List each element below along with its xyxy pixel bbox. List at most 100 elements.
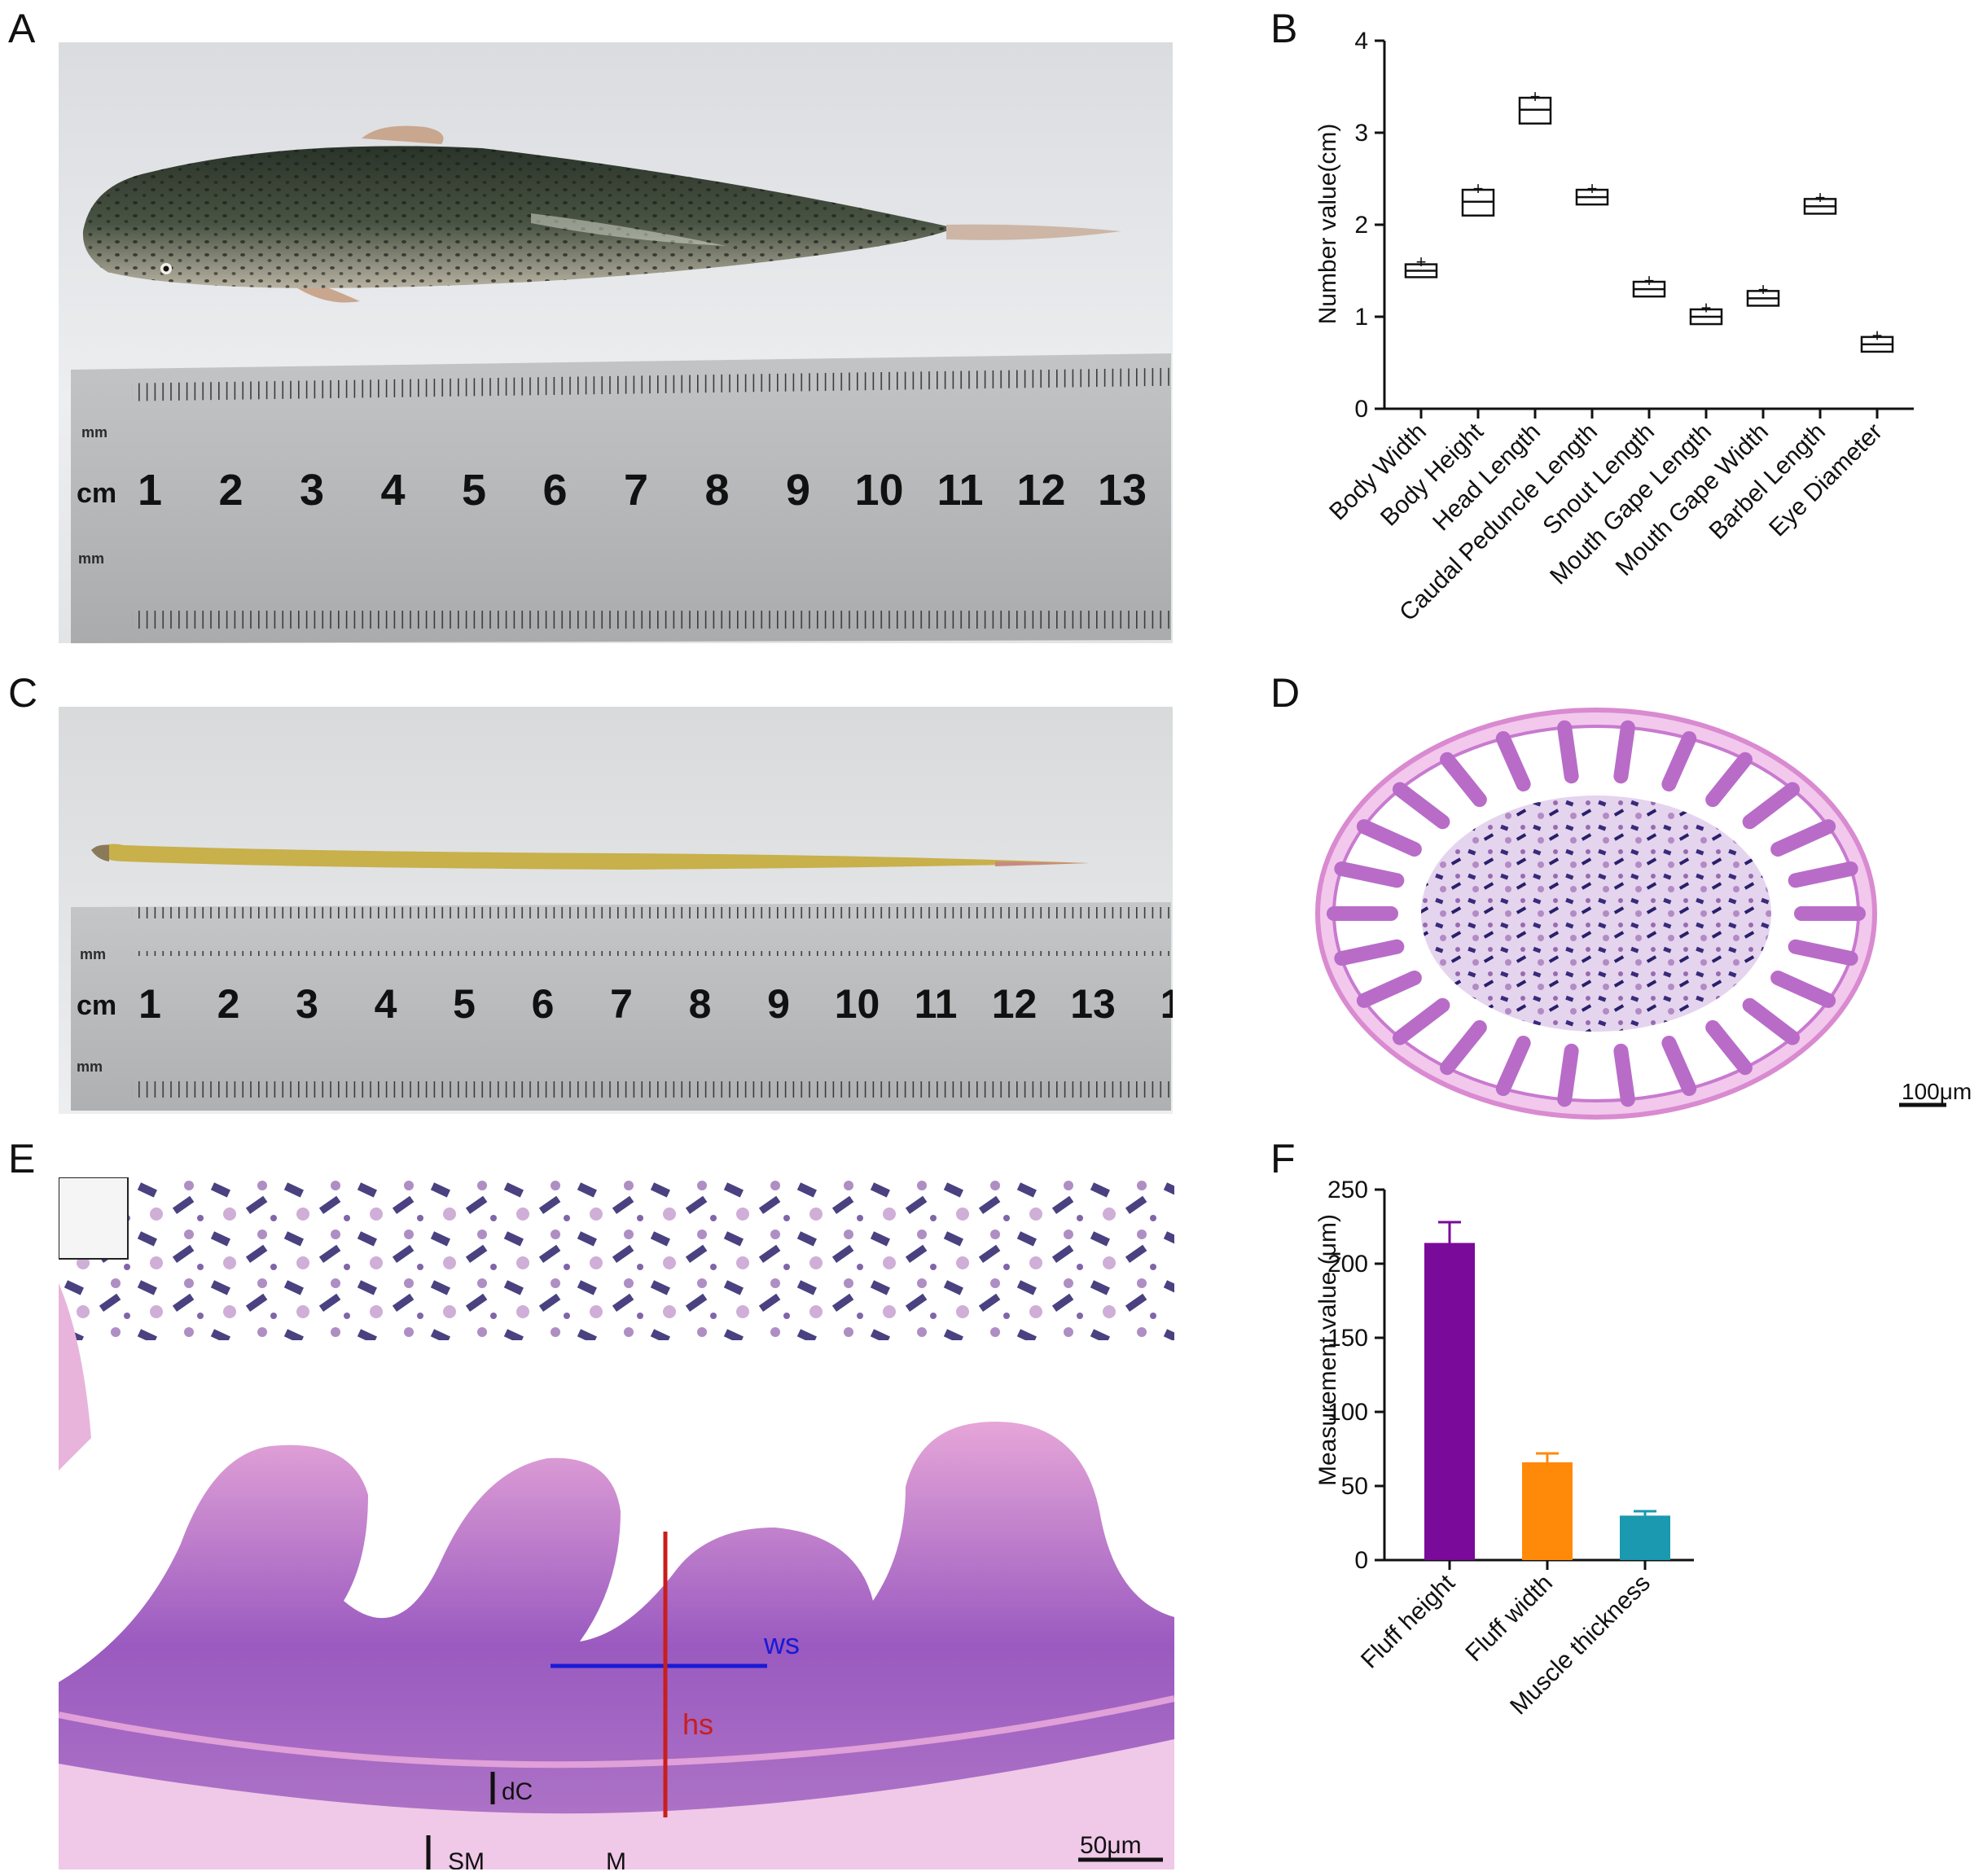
x-tick-label-f: Fluff height bbox=[1356, 1569, 1460, 1673]
y-tick-label-f: 150 bbox=[1327, 1325, 1368, 1352]
ruler-number: 13 bbox=[1098, 466, 1147, 515]
ruler-number: 13 bbox=[1070, 981, 1116, 1027]
scale-bar-e-label: 50μm bbox=[1080, 1832, 1142, 1859]
villus bbox=[1557, 720, 1579, 784]
ruler-number: 7 bbox=[610, 981, 633, 1027]
box-mean-marker: + bbox=[1872, 326, 1883, 346]
box-mean-marker: + bbox=[1416, 252, 1427, 272]
y-tick-label-f: 100 bbox=[1327, 1399, 1368, 1426]
ruler-number: 5 bbox=[462, 466, 486, 515]
y-tick-label-b: 2 bbox=[1354, 212, 1368, 239]
box-mean-marker: + bbox=[1701, 298, 1712, 318]
x-tick-label-f: Fluff width bbox=[1460, 1570, 1558, 1668]
y-tick-label-b: 0 bbox=[1354, 396, 1368, 423]
fish-photo: mm cm mm 1 2 3 4 5 6 7 8 9 10 11 12 13 bbox=[59, 42, 1173, 643]
ruler-number: 7 bbox=[624, 466, 648, 515]
ruler-number: 1 bbox=[138, 466, 162, 515]
ruler-number: 11 bbox=[915, 981, 958, 1027]
villus bbox=[1788, 939, 1858, 966]
dc-label: dC bbox=[502, 1778, 533, 1805]
ruler-c-unit-mm-top: mm bbox=[80, 946, 106, 962]
ruler-numbers-a: 1 2 3 4 5 6 7 8 9 10 11 12 13 bbox=[138, 466, 1147, 515]
ruler-numbers-c: 1 2 3 4 5 6 7 8 9 10 11 12 13 1 bbox=[138, 981, 1173, 1027]
ruler-c-unit-mm-bottom: mm bbox=[77, 1059, 103, 1075]
ruler-number: 9 bbox=[767, 981, 790, 1027]
ruler-number: 11 bbox=[937, 466, 983, 515]
villus bbox=[1705, 752, 1753, 808]
y-axis-label-f: Measurement value (μm) bbox=[1314, 1214, 1341, 1486]
villus bbox=[1495, 1035, 1531, 1097]
box-mean-marker: + bbox=[1530, 86, 1541, 107]
bar bbox=[1522, 1462, 1573, 1560]
villus bbox=[1705, 1019, 1753, 1076]
intestine-cross-section: 100μm bbox=[1315, 708, 1971, 1120]
ruler-number: 4 bbox=[375, 981, 397, 1027]
villus bbox=[1661, 730, 1697, 792]
y-tick-label-b: 3 bbox=[1354, 120, 1368, 147]
ruler-number: 5 bbox=[453, 981, 476, 1027]
villus bbox=[1334, 939, 1405, 966]
bar-chart-f: Measurement value (μm) 0 50 100 150 200 250 F… bbox=[1314, 1177, 1694, 1720]
sm-label: SM bbox=[448, 1848, 485, 1869]
villus bbox=[1495, 730, 1531, 792]
intestine bbox=[91, 844, 1089, 870]
ruler-number: 1 bbox=[138, 981, 161, 1027]
panel-letter-a: A bbox=[8, 6, 36, 51]
villus bbox=[1770, 819, 1836, 857]
ruler-number: 6 bbox=[532, 981, 555, 1027]
villus bbox=[1661, 1035, 1697, 1097]
ruler-unit-cm: cm bbox=[77, 478, 116, 509]
panel-letter-c: C bbox=[8, 670, 38, 716]
villi-ring bbox=[1327, 720, 1866, 1107]
villus bbox=[1440, 752, 1487, 808]
ruler-number: 8 bbox=[704, 466, 729, 515]
ruler-number: 9 bbox=[786, 466, 810, 515]
bar bbox=[1620, 1515, 1670, 1560]
ruler-a: mm cm mm 1 2 3 4 5 6 7 8 9 10 11 12 13 bbox=[71, 353, 1171, 643]
villus bbox=[1742, 997, 1801, 1045]
villus bbox=[1356, 819, 1422, 857]
ruler-number: 12 bbox=[1016, 466, 1065, 515]
ruler-unit-mm-bottom: mm bbox=[78, 550, 104, 567]
intestine-photo-svg: mm cm mm 1 2 3 4 5 6 7 8 9 10 11 12 13 1 bbox=[59, 707, 1173, 1114]
histology-villus: ws hs dC SM M 50μm bbox=[59, 1177, 1174, 1869]
box-mean-marker: + bbox=[1815, 187, 1826, 208]
bar bbox=[1424, 1243, 1475, 1560]
ruler-unit-mm-top: mm bbox=[81, 424, 107, 441]
villus bbox=[1788, 861, 1858, 888]
ruler-number: 10 bbox=[854, 466, 903, 515]
box-mean-marker: + bbox=[1587, 178, 1598, 199]
fish-body bbox=[82, 125, 1121, 303]
panel-letter-f: F bbox=[1270, 1136, 1296, 1181]
ruler-number: 3 bbox=[300, 466, 324, 515]
villus bbox=[1440, 1019, 1487, 1076]
panel-letter-b: B bbox=[1270, 6, 1298, 51]
ruler-number: 4 bbox=[380, 466, 405, 515]
intestine-photo: mm cm mm 1 2 3 4 5 6 7 8 9 10 11 12 13 1 bbox=[59, 707, 1173, 1114]
ruler-number: 8 bbox=[689, 981, 712, 1027]
villus bbox=[1613, 1043, 1635, 1107]
y-axis-label-b: Number value(cm) bbox=[1314, 124, 1341, 325]
ruler-c: mm cm mm 1 2 3 4 5 6 7 8 9 10 11 12 13 1 bbox=[71, 902, 1173, 1111]
ruler-number: 2 bbox=[217, 981, 240, 1027]
y-tick-label-b: 4 bbox=[1354, 28, 1368, 55]
villus bbox=[1770, 971, 1836, 1008]
fish-photo-svg: mm cm mm 1 2 3 4 5 6 7 8 9 10 11 12 13 bbox=[59, 42, 1173, 643]
villus bbox=[1742, 782, 1801, 830]
y-tick-label-f: 50 bbox=[1341, 1473, 1368, 1500]
box-mean-marker: + bbox=[1758, 279, 1769, 300]
ruler-number: 3 bbox=[296, 981, 318, 1027]
villus bbox=[1334, 861, 1405, 888]
panel-letter-d: D bbox=[1270, 670, 1301, 716]
ruler-c-unit-cm: cm bbox=[77, 990, 116, 1021]
y-tick-label-f: 0 bbox=[1354, 1547, 1368, 1574]
villus bbox=[1613, 720, 1635, 784]
y-tick-label-f: 250 bbox=[1327, 1177, 1368, 1203]
panel-letter-e: E bbox=[8, 1136, 36, 1181]
ruler-number: 6 bbox=[542, 466, 567, 515]
ws-label: ws bbox=[763, 1627, 800, 1660]
villus bbox=[1392, 997, 1450, 1045]
ruler-number: 10 bbox=[835, 981, 880, 1027]
y-tick-label-b: 1 bbox=[1354, 304, 1368, 331]
